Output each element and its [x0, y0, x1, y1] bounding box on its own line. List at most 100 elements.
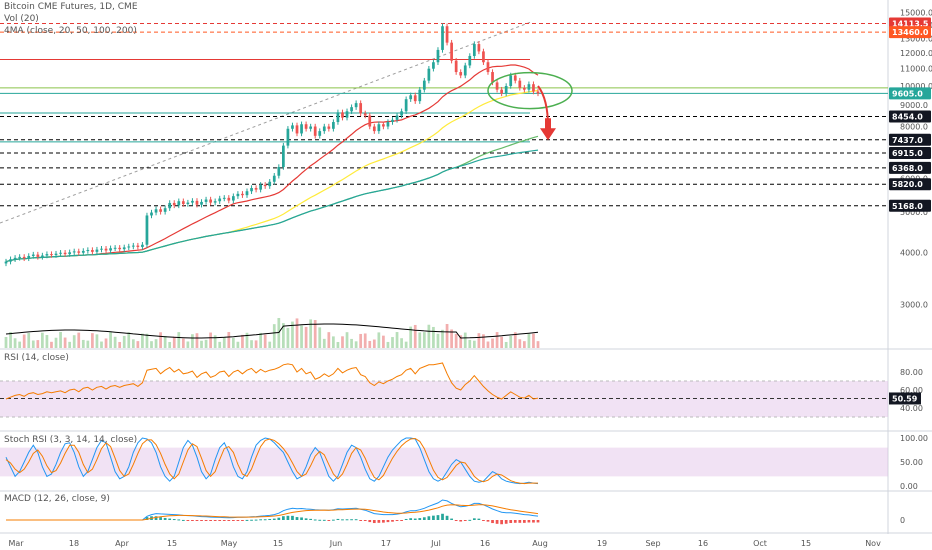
candle-body — [27, 255, 31, 259]
stoch-tick-label: 100.00 — [900, 434, 928, 443]
candle-body — [268, 181, 272, 187]
price-label-box — [889, 178, 931, 191]
candle-body — [54, 253, 58, 256]
price-line-label: 14113.5 — [892, 19, 929, 28]
candle-body — [400, 111, 403, 116]
volume-label: Vol (20) — [4, 14, 39, 24]
candle-body — [418, 89, 422, 102]
candle-body — [213, 201, 217, 203]
volume-bar — [313, 320, 317, 348]
macd-histogram-bar — [327, 520, 331, 521]
candle-body — [377, 124, 381, 132]
macd-histogram-bar — [459, 520, 463, 522]
candle-body — [231, 196, 235, 201]
volume-bar — [150, 341, 153, 348]
macd-histogram-bar — [527, 520, 531, 523]
volume-bar — [136, 341, 140, 348]
candle-body — [186, 202, 190, 204]
volume-bar — [63, 337, 67, 348]
macd-histogram-bar — [377, 520, 381, 523]
volume-bar — [482, 334, 485, 348]
volume-bar — [72, 335, 76, 348]
price-tick-label: 11000.0 — [900, 65, 932, 74]
candle-body — [263, 184, 267, 187]
macd-histogram-bar — [204, 520, 208, 521]
rsi-tick-label: 60.00 — [900, 386, 923, 395]
volume-bar — [59, 332, 62, 348]
volume-bar — [418, 332, 422, 348]
candle-body — [222, 197, 226, 199]
macd-histogram-bar — [422, 517, 426, 520]
candle-body — [518, 80, 522, 88]
volume-bar — [263, 334, 267, 348]
volume-bar — [441, 329, 444, 348]
date-tick-label: Mar — [8, 539, 24, 548]
macd-histogram-bar — [332, 519, 335, 521]
macd-histogram-bar — [468, 519, 472, 521]
volume-bar — [300, 325, 303, 348]
candle-body — [436, 49, 440, 63]
candle-body — [181, 201, 185, 204]
candle-body — [272, 175, 276, 182]
macd-label: MACD (12, 26, close, 9) — [4, 494, 110, 504]
candle-body — [104, 248, 108, 251]
macd-histogram-bar — [463, 520, 467, 521]
volume-bar — [91, 333, 94, 348]
candle-body — [127, 246, 131, 248]
volume-bar — [345, 332, 349, 348]
candle-body — [409, 95, 413, 100]
volume-bar — [318, 327, 322, 348]
volume-bar — [386, 341, 390, 348]
price-label-box — [889, 146, 931, 159]
macd-histogram-bar — [145, 517, 149, 520]
candle-body — [118, 247, 122, 250]
candle-body — [177, 201, 181, 206]
candle-body — [532, 84, 535, 92]
price-line-label: 6915.0 — [892, 149, 923, 158]
date-tick-label: 17 — [381, 539, 391, 548]
date-tick-label: 15 — [273, 539, 283, 548]
macd-histogram-bar — [500, 520, 503, 525]
candle-body — [432, 62, 435, 69]
macd-histogram-bar — [277, 517, 281, 520]
macd-histogram-bar — [268, 518, 272, 520]
candle-body — [300, 124, 303, 134]
candle-body — [131, 245, 135, 247]
volume-bar — [536, 341, 540, 348]
macd-histogram-bar — [450, 518, 453, 520]
volume-bar — [181, 338, 185, 348]
volume-bar — [504, 341, 508, 348]
candle-body — [168, 202, 172, 209]
volume-bar — [436, 333, 440, 348]
volume-bar — [4, 337, 8, 348]
macd-signal-line — [6, 504, 539, 521]
price-label-box — [889, 110, 931, 123]
volume-bar — [245, 332, 249, 348]
macd-histogram-bar — [404, 518, 408, 520]
macd-histogram-bar — [282, 516, 285, 520]
candle-body — [209, 199, 212, 203]
candle-body — [154, 209, 158, 213]
macd-histogram-bar — [363, 520, 367, 521]
candle-body — [282, 145, 285, 168]
volume-bar — [341, 336, 344, 348]
volume-bar — [532, 333, 535, 348]
macd-legend: MACD (12, 26, close, 9) — [4, 494, 110, 504]
price-line-label: 6368.0 — [892, 164, 923, 173]
candle-body — [22, 256, 26, 259]
candle-body — [491, 72, 494, 83]
candle-body — [468, 55, 472, 66]
volume-bar — [391, 337, 394, 348]
candle-body — [122, 247, 126, 250]
macd-histogram-bar — [209, 520, 212, 521]
ma-label: 4MA (close, 20, 50, 100, 200) — [4, 26, 137, 36]
candle-body — [386, 122, 390, 127]
volume-bar — [113, 336, 117, 348]
macd-histogram-bar — [359, 520, 363, 521]
candle-body — [113, 247, 117, 249]
macd-histogram-bar — [195, 520, 199, 521]
macd-histogram-bar — [427, 516, 431, 520]
macd-histogram-bar — [272, 518, 276, 520]
macd-histogram-bar — [163, 517, 167, 520]
